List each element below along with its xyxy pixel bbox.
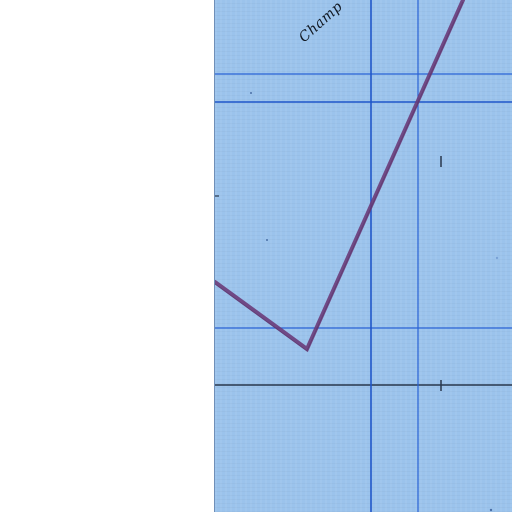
blue-grid-sheet [214,0,512,512]
paper-speck [266,239,268,241]
hand-drawn-trace-shadow [215,1,464,352]
hand-drawn-trace [215,0,465,353]
paper-speck [250,92,252,94]
sheet-drawing [215,0,512,512]
paper-speck [489,508,493,512]
paper-speck [495,256,499,260]
